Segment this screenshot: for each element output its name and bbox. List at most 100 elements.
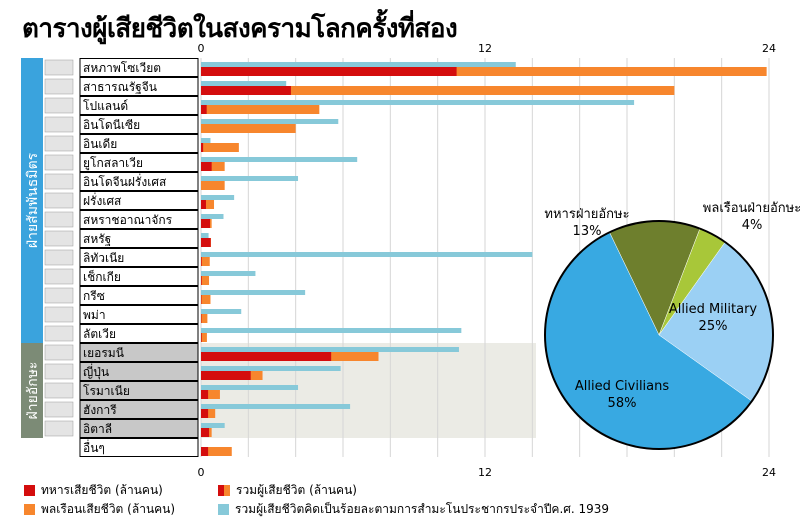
bar-military — [201, 371, 251, 380]
bar-civilian — [201, 143, 239, 152]
legend-total-swatch-a — [218, 485, 224, 496]
bar-civilian — [201, 86, 675, 95]
country-cell — [79, 438, 199, 457]
country-cell — [79, 191, 199, 210]
bar-military — [201, 390, 209, 399]
flag-icon — [44, 211, 74, 228]
country-label: ญี่ปุ่น — [83, 363, 109, 380]
bar-military — [201, 352, 332, 361]
country-cell — [79, 115, 199, 134]
country-label: สาธารณรัฐจีน — [83, 80, 157, 94]
pie-outline — [544, 220, 774, 450]
flag-icon — [44, 192, 74, 209]
bar-military — [201, 200, 206, 209]
legend-military-swatch — [24, 485, 35, 496]
legend-total: รวมผู้เสียชีวิต (ล้านคน) — [218, 481, 357, 500]
bar-military — [201, 333, 202, 342]
country-label: อินเดีย — [83, 137, 117, 151]
country-label: สหภาพโซเวียต — [83, 61, 161, 75]
country-cell — [79, 305, 199, 324]
country-label: ยูโกสลาเวีย — [83, 156, 143, 171]
country-label: สหราชอาณาจักร — [83, 213, 173, 227]
flag-icon — [44, 78, 74, 95]
pie-percent: 13% — [573, 224, 602, 239]
bar-military — [201, 447, 209, 456]
pie-label: ทหารฝ่ายอักษะ — [544, 207, 629, 222]
country-cell — [79, 134, 199, 153]
legend-percent: รวมผู้เสียชีวิตคิดเป็นร้อยละตามการสำมะโน… — [218, 500, 609, 519]
bar-percent — [201, 62, 516, 67]
legend-total-label: รวมผู้เสียชีวิต (ล้านคน) — [236, 483, 357, 497]
country-label: สหรัฐ — [83, 232, 111, 246]
country-label: ฝรั่งเศส — [83, 192, 122, 208]
country-label: อื่นๆ — [83, 439, 105, 455]
country-cell — [79, 96, 199, 115]
bar-military — [201, 162, 212, 171]
bar-civilian — [201, 333, 207, 342]
legend-military-label: ทหารเสียชีวิต (ล้านคน) — [41, 483, 163, 497]
country-cell — [79, 248, 199, 267]
flag-icon — [44, 306, 74, 323]
bar-percent — [201, 423, 225, 428]
country-cell — [79, 229, 199, 248]
bar-percent — [201, 309, 242, 314]
country-cell — [79, 77, 199, 96]
flag-icon — [44, 344, 74, 361]
bar-military — [201, 143, 204, 152]
flag-icon — [44, 287, 74, 304]
country-label: อิตาลี — [83, 422, 112, 436]
country-cell — [79, 343, 199, 362]
legend-military: ทหารเสียชีวิต (ล้านคน) — [24, 481, 163, 500]
bar-military — [201, 428, 210, 437]
legend-total-swatch-b — [224, 485, 230, 496]
pie-percent: 4% — [742, 218, 763, 233]
flag-icon — [44, 97, 74, 114]
bar-percent — [201, 176, 299, 181]
country-cell — [79, 172, 199, 191]
bar-civilian — [201, 200, 215, 209]
flag-icon — [44, 154, 74, 171]
country-label: พม่า — [83, 308, 106, 322]
country-cell — [79, 362, 199, 381]
country-cell — [79, 286, 199, 305]
bar-civilian — [201, 390, 220, 399]
country-cell — [79, 324, 199, 343]
bar-civilian — [201, 67, 767, 76]
bar-percent — [201, 100, 635, 105]
country-label: เช็กเกีย — [83, 269, 121, 284]
country-cell — [79, 419, 199, 438]
bar-military — [201, 67, 457, 76]
pie-label: Allied Civilians — [575, 379, 670, 394]
flag-icon — [44, 382, 74, 399]
country-label: ลัตเวีย — [83, 327, 116, 341]
pie-percent: 25% — [699, 319, 728, 334]
bar-percent — [201, 347, 459, 352]
bar-civilian — [201, 124, 296, 133]
bar-military — [201, 409, 209, 418]
flag-icon — [44, 401, 74, 418]
flag-icon — [44, 173, 74, 190]
bar-military — [201, 276, 202, 285]
flag-icon — [44, 59, 74, 76]
bar-military — [201, 238, 211, 247]
bar-percent — [201, 271, 256, 276]
flag-icon — [44, 249, 74, 266]
flag-icon — [44, 116, 74, 133]
chart-title: ตารางผู้เสียชีวิตในสงครามโลกครั้งที่สอง — [22, 14, 458, 44]
tick-label-top: 12 — [478, 42, 492, 55]
bar-military — [201, 86, 291, 95]
country-cell — [79, 267, 199, 286]
legend-civilian-label: พลเรือนเสียชีวิต (ล้านคน) — [41, 502, 176, 516]
country-cell — [79, 381, 199, 400]
tick-label-bottom: 24 — [762, 466, 776, 479]
country-label: โรมาเนีย — [83, 384, 130, 398]
flag-icon — [44, 420, 74, 437]
pie-percent: 58% — [608, 396, 637, 411]
tick-label-bottom: 12 — [478, 466, 492, 479]
flag-icon — [44, 363, 74, 380]
bar-percent — [201, 119, 339, 124]
bar-civilian — [201, 314, 208, 323]
bar-percent — [201, 404, 351, 409]
bar-percent — [201, 385, 299, 390]
bar-percent — [201, 366, 341, 371]
